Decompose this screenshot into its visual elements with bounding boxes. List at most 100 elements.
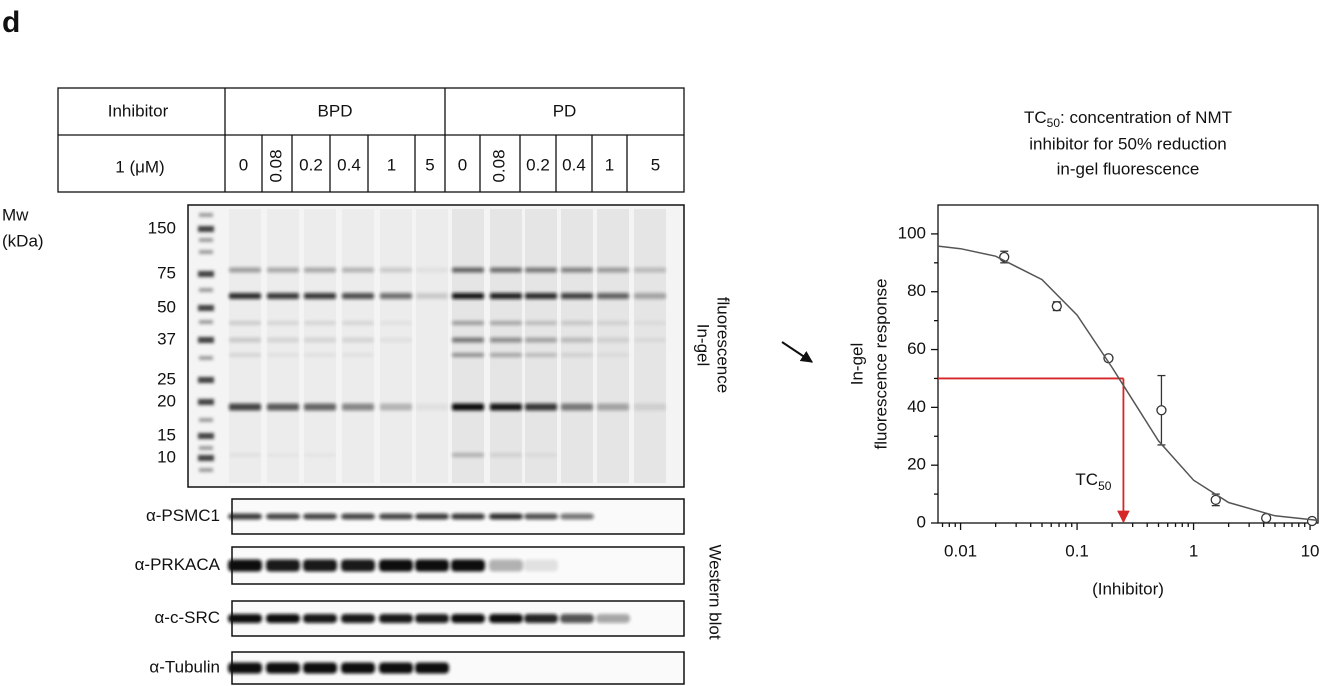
lane-label: 0.08 [266, 149, 285, 182]
blot-band [303, 662, 337, 674]
x-tick-label: 1 [1189, 541, 1198, 560]
gel-band [304, 293, 336, 299]
gel-band [490, 321, 522, 325]
blot-band [341, 614, 375, 623]
blot-band [596, 614, 630, 623]
mw-label: 50 [157, 297, 176, 316]
side-label: Western blot [706, 544, 725, 639]
lane-label: 5 [651, 155, 660, 174]
gel-band [490, 267, 522, 273]
gel-band [561, 353, 593, 357]
gel-lane [525, 209, 557, 483]
blot-band [524, 513, 558, 520]
ladder-band [199, 250, 213, 254]
gel-lane [267, 209, 299, 483]
mw-label: 150 [148, 218, 176, 237]
mw-label: 37 [157, 329, 176, 348]
plot-frame [937, 204, 1319, 524]
fit-curve [937, 245, 1319, 522]
gel-band [304, 321, 336, 325]
blot-band [489, 559, 523, 572]
ladder-band [199, 356, 213, 360]
blot-band [303, 559, 337, 572]
gel-band [490, 293, 522, 299]
gel-lane [634, 209, 666, 483]
gel-band [525, 293, 557, 299]
data-point [1306, 515, 1318, 527]
mw-label: 10 [157, 447, 176, 466]
gel-band [525, 267, 557, 273]
blot-band [415, 662, 449, 674]
gel-lane [416, 209, 448, 483]
gel-band [452, 353, 484, 357]
y-tick-label: 0 [917, 512, 926, 531]
gel-band [525, 403, 557, 411]
gel-band [490, 353, 522, 357]
gel-band [342, 267, 374, 273]
group-label: BPD [318, 101, 353, 120]
lane-label: 1 [387, 155, 396, 174]
blot-label: α-PSMC1 [146, 506, 220, 525]
gel-band [525, 353, 557, 357]
lane-label: 0.4 [562, 155, 586, 174]
gel-band [525, 337, 557, 343]
blot-band [379, 513, 413, 520]
gel-band [416, 267, 448, 273]
gel-band [561, 337, 593, 343]
gel-band [304, 353, 336, 357]
blot-band [379, 662, 413, 674]
lane-label: 0.4 [337, 155, 361, 174]
blot-band [228, 513, 262, 520]
ladder-band [198, 305, 214, 311]
x-tick-label: 0.1 [1065, 541, 1089, 560]
gel-band [267, 267, 299, 273]
ladder-band [199, 288, 213, 292]
gel-band [561, 293, 593, 299]
gel-band [597, 321, 629, 325]
blot-band [341, 662, 375, 674]
y-tick-label: 40 [907, 397, 926, 416]
gel-lane [490, 209, 522, 483]
chart-title: TC50: concentration of NMT [1024, 108, 1232, 130]
table-header: 1 (μM) [115, 157, 164, 176]
blot-band [341, 559, 375, 572]
lane-label: 0.2 [299, 155, 323, 174]
group-label: PD [553, 101, 577, 120]
blot-band [303, 614, 337, 623]
x-axis-label: (Inhibitor) [1092, 579, 1164, 598]
blot-band [451, 614, 485, 623]
gel-lane [229, 209, 261, 483]
x-tick-label: 0.01 [944, 541, 977, 560]
gel-band [452, 337, 484, 343]
blot-band [266, 513, 300, 520]
blot-band [266, 662, 300, 674]
gel-band [597, 293, 629, 299]
y-axis-label: fluorescence response [871, 278, 890, 449]
y-tick-label: 60 [907, 339, 926, 358]
ladder-band [199, 468, 213, 472]
gel-band [380, 267, 412, 273]
gel-lane [304, 209, 336, 483]
lane-label: 0.08 [489, 149, 508, 182]
gel-band [452, 293, 484, 299]
ladder-band [198, 337, 214, 343]
gel-band [452, 321, 484, 325]
blot-band [489, 614, 523, 623]
blot-band [451, 559, 485, 572]
x-tick-label: 10 [1301, 541, 1320, 560]
gel-lane [561, 209, 593, 483]
gel-band [342, 293, 374, 299]
gel-lane [597, 209, 629, 483]
gel-lane [452, 209, 484, 483]
blot-label: α-c-SRC [154, 608, 220, 627]
gel-band [416, 293, 448, 299]
gel-band [342, 403, 374, 411]
gel-band [490, 403, 522, 411]
gel-band [525, 453, 557, 457]
gel-band [304, 453, 336, 457]
ladder-band [199, 446, 213, 450]
gel-band [267, 353, 299, 357]
gel-band [416, 403, 448, 411]
